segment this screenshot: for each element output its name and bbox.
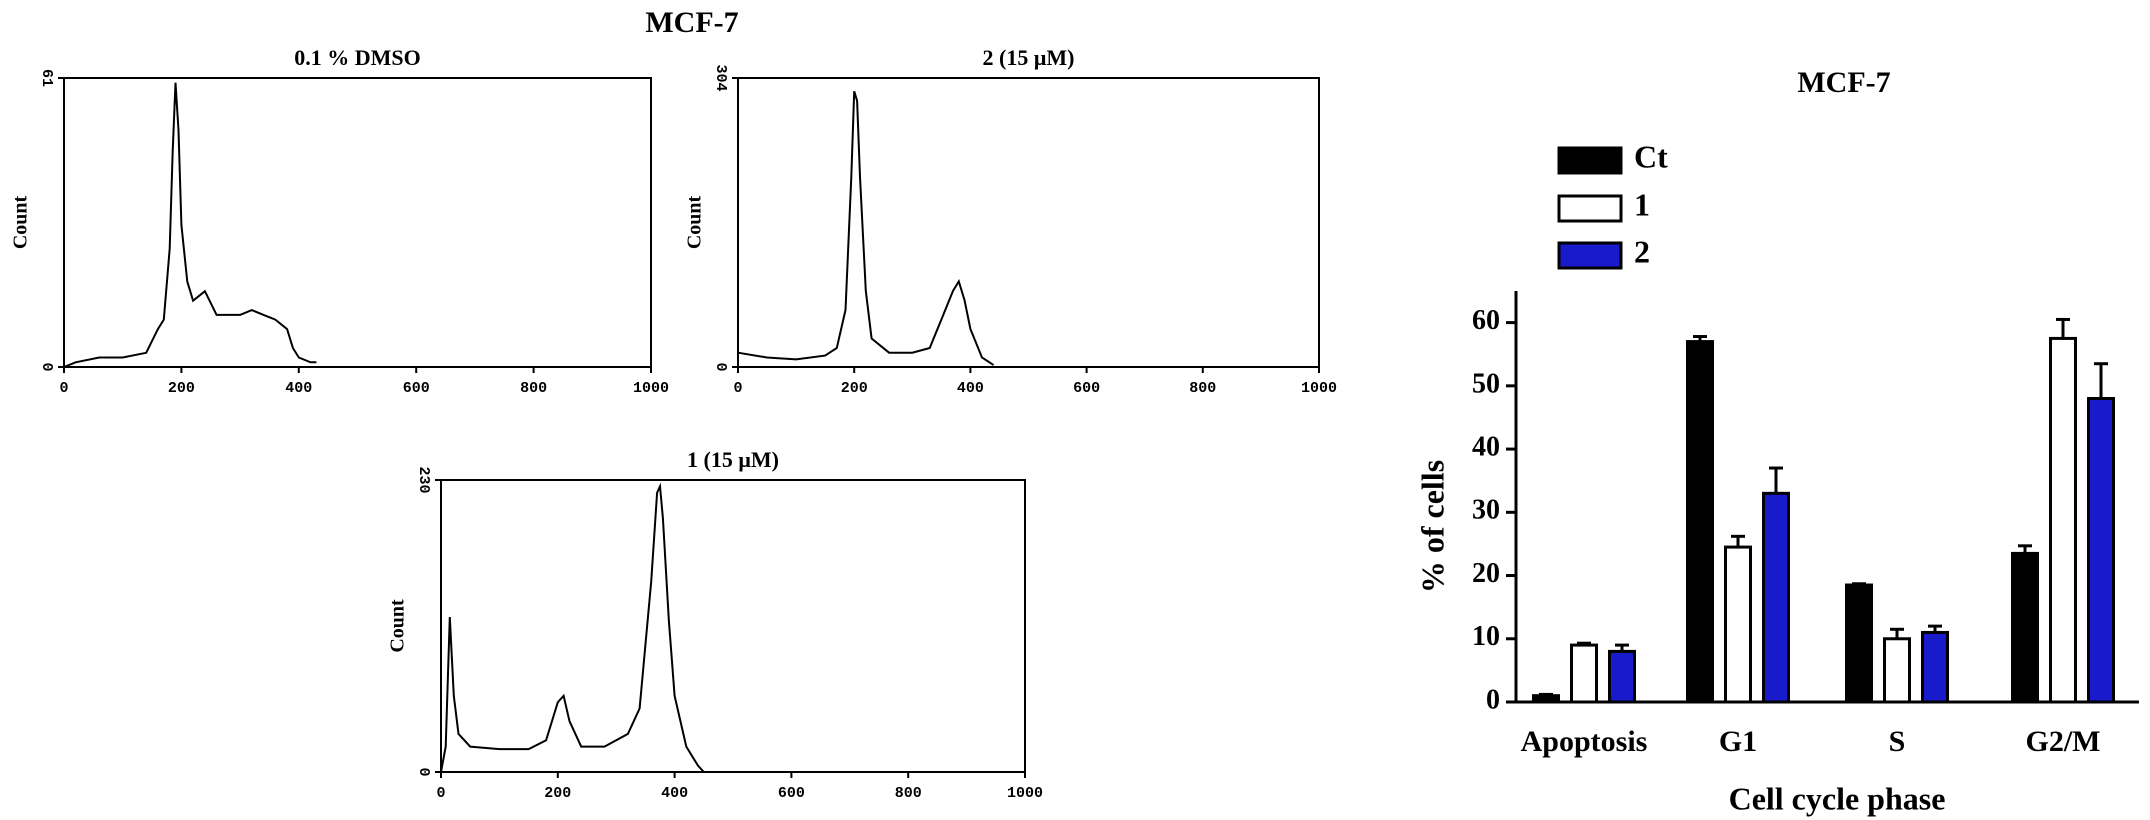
histogram-line xyxy=(440,482,705,773)
bar xyxy=(1883,637,1911,704)
bar xyxy=(1845,583,1873,704)
x-tick-label: G2/M xyxy=(2026,725,2101,758)
panel-title: 2 (15 μM) xyxy=(983,45,1075,70)
panel-title: 0.1 % DMSO xyxy=(294,45,421,70)
y-tick-label: 40 xyxy=(1472,431,1500,462)
x-tick-label: 0 xyxy=(733,380,742,397)
y-tick-label: 304 xyxy=(712,64,729,91)
y-tick-label: 50 xyxy=(1472,368,1500,399)
plot-frame xyxy=(440,479,1026,773)
y-axis-label: Count xyxy=(387,599,409,653)
bar xyxy=(1608,649,1636,704)
x-axis-label: Cell cycle phase xyxy=(1729,780,1946,816)
x-tick-label: S xyxy=(1889,725,1906,758)
x-tick-label: 1000 xyxy=(1301,380,1337,397)
x-tick-label: 1000 xyxy=(1007,785,1043,802)
x-tick-label: 0 xyxy=(436,785,445,802)
panel-title: 1 (15 μM) xyxy=(687,447,779,472)
bar xyxy=(1686,340,1714,704)
x-tick-label: 600 xyxy=(778,785,805,802)
y-tick-label: 60 xyxy=(1472,305,1500,336)
x-tick-label: 200 xyxy=(168,380,195,397)
x-tick-label: 600 xyxy=(1073,380,1100,397)
x-tick-label: Apoptosis xyxy=(1521,725,1648,758)
x-tick-label: 200 xyxy=(544,785,571,802)
legend-label: 1 xyxy=(1634,186,1650,222)
y-tick-label: 10 xyxy=(1472,621,1500,652)
y-tick-label: 0 xyxy=(415,767,432,776)
bar xyxy=(1724,545,1752,704)
legend-swatch xyxy=(1557,146,1623,175)
legend-label: 2 xyxy=(1634,233,1650,269)
x-tick-label: 400 xyxy=(661,785,688,802)
y-axis-label: Count xyxy=(684,195,706,249)
legend-label: Ct xyxy=(1634,138,1668,174)
y-tick-label: 0 xyxy=(38,362,55,371)
bar xyxy=(1762,491,1790,704)
y-tick-label: 30 xyxy=(1472,495,1500,526)
y-tick-label: 230 xyxy=(415,466,432,493)
histogram-line xyxy=(737,91,995,366)
x-tick-label: 0 xyxy=(59,380,68,397)
plot-frame xyxy=(63,77,652,368)
x-tick-label: 800 xyxy=(520,380,547,397)
y-axis-label: Count xyxy=(10,195,32,249)
bar xyxy=(1570,643,1598,704)
x-tick-label: 200 xyxy=(841,380,868,397)
plot-frame xyxy=(737,77,1320,368)
x-tick-label: 400 xyxy=(957,380,984,397)
legend-swatch xyxy=(1557,194,1623,223)
x-tick-label: 800 xyxy=(895,785,922,802)
y-axis-label: % of cells xyxy=(1414,460,1450,593)
x-tick-label: 800 xyxy=(1189,380,1216,397)
x-tick-label: 400 xyxy=(285,380,312,397)
x-tick-label: 600 xyxy=(403,380,430,397)
y-tick-label: 61 xyxy=(38,69,55,87)
legend-swatch xyxy=(1557,241,1623,270)
y-tick-label: 0 xyxy=(1486,684,1500,715)
x-tick-label: 1000 xyxy=(633,380,669,397)
bar xyxy=(1532,694,1560,704)
y-tick-label: 20 xyxy=(1472,558,1500,589)
chart-title: MCF-7 xyxy=(1797,66,1890,99)
bar xyxy=(1921,630,1949,704)
x-tick-label: G1 xyxy=(1719,725,1757,758)
y-tick-label: 0 xyxy=(712,362,729,371)
bar xyxy=(2011,551,2039,704)
figure-title: MCF-7 xyxy=(645,6,738,39)
bar xyxy=(2049,336,2077,704)
histogram-line xyxy=(63,82,317,368)
bar xyxy=(2087,396,2115,704)
